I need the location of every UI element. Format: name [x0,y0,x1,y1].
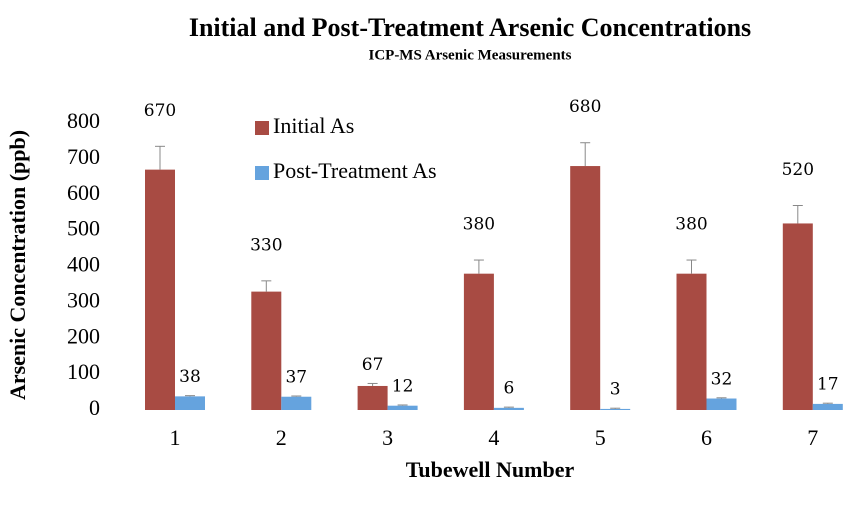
data-label: 67 [362,355,384,375]
x-tick-label: 2 [276,425,287,450]
data-label: 380 [463,215,495,235]
error-bar [155,145,165,170]
bar [570,166,601,410]
error-bar [185,395,195,397]
x-tick-label: 1 [170,425,181,450]
legend-swatch [255,166,269,180]
data-label: 380 [675,215,707,235]
y-tick-label: 100 [67,359,100,384]
bar [175,396,205,410]
y-tick-label: 700 [67,144,100,169]
x-axis-label: Tubewell Number [406,457,575,482]
x-tick-label: 5 [595,425,606,450]
y-tick-label: 800 [67,108,100,133]
data-label: 6 [503,379,514,399]
data-label: 38 [179,367,201,387]
legend-label: Initial As [273,113,354,138]
bar [706,398,737,410]
bar [387,405,418,410]
error-bar [580,142,591,167]
bar [676,273,707,410]
x-tick-label: 6 [701,425,712,450]
bar [463,273,494,410]
error-bar [397,404,408,406]
data-label: 32 [711,369,733,389]
error-bar [610,407,621,409]
error-bar [503,406,514,408]
data-label: 12 [392,376,414,396]
error-bar [792,205,803,224]
chart-subtitle: ICP-MS Arsenic Measurements [368,47,571,63]
y-tick-label: 300 [67,287,100,312]
error-bar [261,280,272,292]
error-bar [822,402,833,404]
bar [281,396,312,410]
bar [493,407,524,410]
y-tick-label: 600 [67,180,100,205]
error-bar [473,259,484,274]
data-label: 17 [817,375,839,395]
bar [600,408,631,410]
y-tick-label: 0 [89,395,100,420]
y-tick-label: 400 [67,252,100,277]
data-label: 3 [610,380,621,400]
legend-swatch [255,121,269,135]
bar [251,291,282,410]
data-label: 520 [782,160,814,180]
error-bar [367,382,378,386]
bar [782,223,813,410]
y-tick-label: 500 [67,216,100,241]
y-axis-label: Arsenic Concentration (ppb) [5,130,30,400]
data-label: 680 [569,97,601,117]
error-bar [686,259,697,274]
x-tick-label: 3 [382,425,393,450]
data-label: 37 [285,368,307,388]
error-bar [291,395,302,397]
y-tick-label: 200 [67,323,100,348]
chart-title: Initial and Post-Treatment Arsenic Conce… [189,13,751,42]
legend-label: Post-Treatment As [273,158,437,183]
x-tick-label: 7 [807,425,818,450]
x-tick-label: 4 [488,425,499,450]
bar [145,169,175,410]
error-bar [716,397,727,399]
bar [812,403,843,410]
bar [357,385,388,410]
data-label: 330 [250,235,282,255]
data-label: 670 [144,101,176,121]
